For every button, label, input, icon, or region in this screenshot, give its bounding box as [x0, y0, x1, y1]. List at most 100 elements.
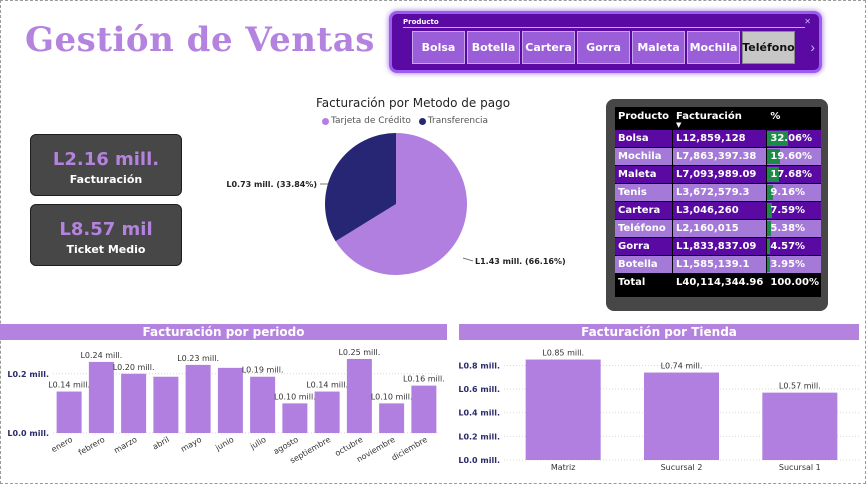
- sort-desc-icon: ▼: [676, 121, 682, 129]
- slicer-item-mochila[interactable]: Mochila: [687, 31, 740, 64]
- cell-facturacion: L2,160,015: [672, 218, 768, 237]
- product-slicer[interactable]: Producto ✕ Bolsa Botella Cartera Gorra M…: [389, 11, 822, 73]
- cell-facturacion: L7,093,989.09: [672, 164, 768, 183]
- legend-dot-icon: [322, 117, 329, 125]
- bar-data-label: L0.24 mill.: [80, 351, 122, 360]
- kpi-card-facturacion: L2.16 mill. Facturación: [30, 134, 182, 196]
- legend-label: Tarjeta de Crédito: [331, 116, 411, 126]
- slicer-item-bolsa[interactable]: Bolsa: [412, 31, 465, 64]
- cell-facturacion: L3,672,579.3: [672, 182, 768, 201]
- cell-facturacion: L3,046,260: [672, 200, 768, 219]
- pct-databar: [767, 148, 781, 164]
- cell-pct-value: 17.68%: [770, 168, 813, 180]
- column-header-pct[interactable]: %: [770, 111, 781, 122]
- cell-pct: 9.16%: [766, 182, 821, 201]
- table-row[interactable]: Maleta L7,093,989.09 17.68%: [615, 164, 821, 183]
- cell-producto: Tenis: [615, 182, 673, 201]
- total-label: Total: [615, 272, 673, 291]
- period-bar-chart: L0.0 mill. L0.2 mill. L0.14 mill. enero L0.2…: [7, 348, 444, 465]
- bar-abril[interactable]: [153, 376, 179, 433]
- pct-databar: [767, 184, 774, 200]
- clear-selection-icon[interactable]: ✕: [804, 17, 811, 26]
- cell-producto: Teléfono: [615, 218, 673, 237]
- product-table: Producto Facturación ▼ % Bolsa L12,859,128…: [615, 107, 821, 297]
- y-tick-label: L0.0 mill.: [7, 429, 49, 438]
- table-row[interactable]: Bolsa L12,859,128 32.06%: [615, 128, 821, 147]
- x-category-label: abril: [151, 435, 171, 452]
- cell-pct-value: 7.59%: [770, 204, 806, 216]
- bar-mayo[interactable]: [185, 364, 211, 433]
- pct-databar: [767, 256, 770, 272]
- product-table-card: Producto Facturación ▼ % Bolsa L12,859,128…: [606, 99, 828, 311]
- x-category-label: julio: [248, 435, 268, 452]
- bar-septiembre[interactable]: [314, 391, 340, 433]
- slicer-divider: [403, 27, 805, 28]
- bar-junio[interactable]: [217, 367, 243, 433]
- store-bar-chart: L0.0 mill. L0.2 mill. L0.4 mill. L0.6 mill.…: [459, 349, 859, 472]
- pie-slice-tarjeta[interactable]: [335, 133, 467, 275]
- pct-databar: [767, 238, 771, 254]
- x-category-label: diciembre: [390, 435, 429, 463]
- pie-legend: Tarjeta de Crédito Transferencia: [322, 116, 488, 126]
- slicer-items: Bolsa Botella Cartera Gorra Maleta Mochi…: [412, 31, 795, 64]
- bar-data-label: L0.20 mill.: [113, 363, 155, 372]
- cell-pct: 17.68%: [766, 164, 821, 183]
- pct-databar: [767, 130, 789, 146]
- bar-enero[interactable]: [56, 391, 82, 433]
- table-row[interactable]: Cartera L3,046,260 7.59%: [615, 200, 821, 219]
- kpi-value: L2.16 mill.: [52, 149, 160, 170]
- bar-julio[interactable]: [250, 376, 276, 433]
- cell-producto: Bolsa: [615, 128, 673, 147]
- bar-agosto[interactable]: [282, 403, 308, 433]
- x-category-label: marzo: [112, 435, 138, 455]
- pct-databar: [767, 166, 779, 182]
- y-tick-label: L0.6 mill.: [459, 385, 500, 394]
- column-header-producto[interactable]: Producto: [615, 107, 673, 129]
- chevron-right-icon[interactable]: ›: [810, 39, 815, 55]
- bar-octubre[interactable]: [346, 358, 372, 433]
- cell-facturacion: L7,863,397.38: [672, 146, 768, 165]
- table-row[interactable]: Mochila L7,863,397.38 19.60%: [615, 146, 821, 165]
- pct-databar: [767, 202, 773, 218]
- bar-Sucursal 1[interactable]: [762, 392, 838, 460]
- slicer-item-cartera[interactable]: Cartera: [522, 31, 575, 64]
- cell-producto: Gorra: [615, 236, 673, 255]
- y-tick-label: L0.8 mill.: [459, 361, 500, 370]
- bar-noviembre[interactable]: [379, 403, 405, 433]
- cell-pct: 5.38%: [766, 218, 821, 237]
- section-title-periodo: Facturación por periodo: [0, 324, 447, 340]
- slicer-item-telefono[interactable]: Teléfono: [742, 31, 795, 64]
- slicer-item-botella[interactable]: Botella: [467, 31, 520, 64]
- table-row[interactable]: Tenis L3,672,579.3 9.16%: [615, 182, 821, 201]
- cell-pct: 32.06%: [766, 128, 821, 147]
- x-category-label: Sucursal 1: [779, 463, 821, 472]
- cell-pct-value: 32.06%: [770, 132, 813, 144]
- table-row[interactable]: Gorra L1,833,837.09 4.57%: [615, 236, 821, 255]
- column-header-facturacion[interactable]: Facturación ▼: [672, 107, 768, 129]
- slicer-label: Producto: [403, 18, 439, 26]
- slicer-item-gorra[interactable]: Gorra: [577, 31, 630, 64]
- bar-data-label: L0.10 mill.: [371, 392, 413, 401]
- column-header-label: Facturación: [676, 111, 742, 122]
- x-category-label: junio: [213, 435, 235, 453]
- cell-pct: 4.57%: [766, 236, 821, 255]
- cell-pct-value: 9.16%: [770, 186, 806, 198]
- bar-diciembre[interactable]: [411, 385, 437, 433]
- bar-febrero[interactable]: [88, 361, 114, 433]
- table-row[interactable]: Botella L1,585,139.1 3.95%: [615, 254, 821, 273]
- bar-marzo[interactable]: [121, 373, 147, 433]
- cell-pct-value: 3.95%: [770, 258, 806, 270]
- cell-facturacion: L1,585,139.1: [672, 254, 768, 273]
- legend-item-transferencia[interactable]: Transferencia: [418, 116, 489, 126]
- legend-item-tarjeta[interactable]: Tarjeta de Crédito: [322, 116, 411, 126]
- bar-Sucursal 2[interactable]: [644, 372, 719, 460]
- table-row[interactable]: Teléfono L2,160,015 5.38%: [615, 218, 821, 237]
- bar-Matriz[interactable]: [525, 359, 601, 460]
- cell-pct-value: 19.60%: [770, 150, 813, 162]
- pie-chart-title: Facturación por Metodo de pago: [316, 96, 511, 110]
- slicer-item-maleta[interactable]: Maleta: [632, 31, 685, 64]
- cell-pct-value: 4.57%: [770, 240, 806, 252]
- pct-databar: [767, 220, 771, 236]
- legend-label: Transferencia: [427, 116, 489, 126]
- pie-slice-transferencia[interactable]: [324, 133, 396, 242]
